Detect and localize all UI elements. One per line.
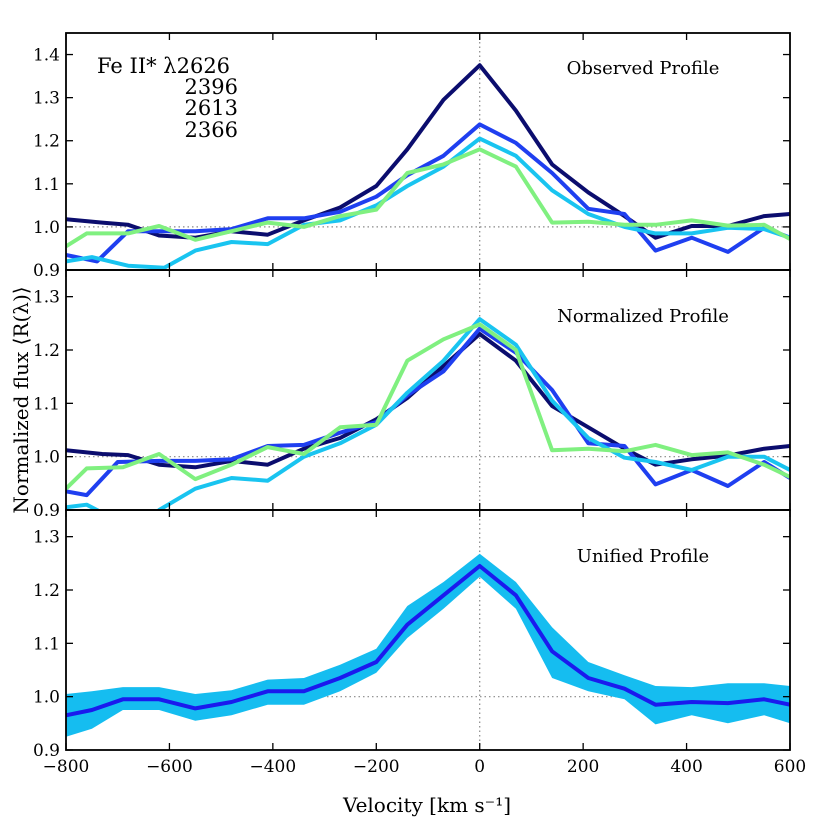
series-line-unified: [66, 564, 790, 718]
y-axis-title: Normalized flux ⟨R(λ)⟩: [9, 286, 33, 513]
series-line-2613: [66, 317, 790, 510]
y-tick-label: 1.4: [33, 46, 60, 66]
panel-frame: [65, 509, 791, 751]
panel-2: 0.9 1.0 1.1 1.2 1.3 Normalized Profile: [33, 269, 791, 521]
legend-entry-2613: 2613: [185, 96, 238, 120]
y-tick-label: 1.2: [33, 132, 60, 152]
y-tick-label: 0.9: [33, 501, 60, 521]
series-line-2396: [66, 326, 790, 498]
legend: Fe II* λ2626 2396 2613 2366: [97, 54, 238, 142]
x-axis-title: Velocity [km s⁻¹]: [342, 793, 511, 817]
error-band: [66, 553, 790, 737]
y-tick-label: 0.9: [33, 741, 60, 761]
y-tick-label: 1.1: [33, 634, 60, 654]
series-line-2626: [66, 332, 790, 470]
panel-1: 0.9 1.0 1.1 1.2 1.3 1.4 Observed Profile: [33, 32, 791, 281]
y-tick-label: 1.0: [33, 218, 60, 238]
y-tick-label: 1.1: [33, 175, 60, 195]
x-tick-label: 400: [670, 757, 702, 777]
panel-3: 0.9 1.0 1.1 1.2 1.3 −800 −600 −400 −200 0 200 400 60…: [33, 509, 806, 777]
y-tick-label: 1.3: [33, 89, 60, 109]
x-tick-label: −400: [250, 757, 297, 777]
y-tick-label: 1.3: [33, 528, 60, 548]
y-tick-label: 1.2: [33, 341, 60, 361]
series-line-2366: [66, 322, 790, 491]
y-tick-label: 1.0: [33, 688, 60, 708]
x-tick-label: 0: [474, 757, 485, 777]
series-line-2613: [66, 136, 790, 270]
series-line-2396: [66, 122, 790, 264]
plot-area-1: [66, 33, 790, 270]
legend-entry-2396: 2396: [185, 75, 238, 99]
x-tick-label: −800: [43, 757, 90, 777]
x-tick-label: −200: [353, 757, 400, 777]
series-line-2366: [66, 147, 790, 248]
series-line-2626: [66, 63, 790, 240]
panel-annotation: Observed Profile: [567, 58, 720, 79]
x-tick-label: 200: [567, 757, 599, 777]
legend-title: Fe II* λ2626: [97, 54, 230, 78]
plot-area-2: [66, 270, 790, 510]
y-tick-label: 1.1: [33, 394, 60, 414]
y-tick-label: 1.2: [33, 581, 60, 601]
panel-annotation: Unified Profile: [577, 546, 709, 567]
legend-entry-2366: 2366: [185, 118, 238, 142]
x-tick-label: 600: [774, 757, 806, 777]
y-tick-label: 1.3: [33, 288, 60, 308]
x-tick-label: −600: [146, 757, 193, 777]
y-tick-label: 1.0: [33, 448, 60, 468]
y-tick-label: 0.9: [33, 261, 60, 281]
plot-area-3: [66, 510, 790, 750]
panel-annotation: Normalized Profile: [557, 306, 729, 327]
